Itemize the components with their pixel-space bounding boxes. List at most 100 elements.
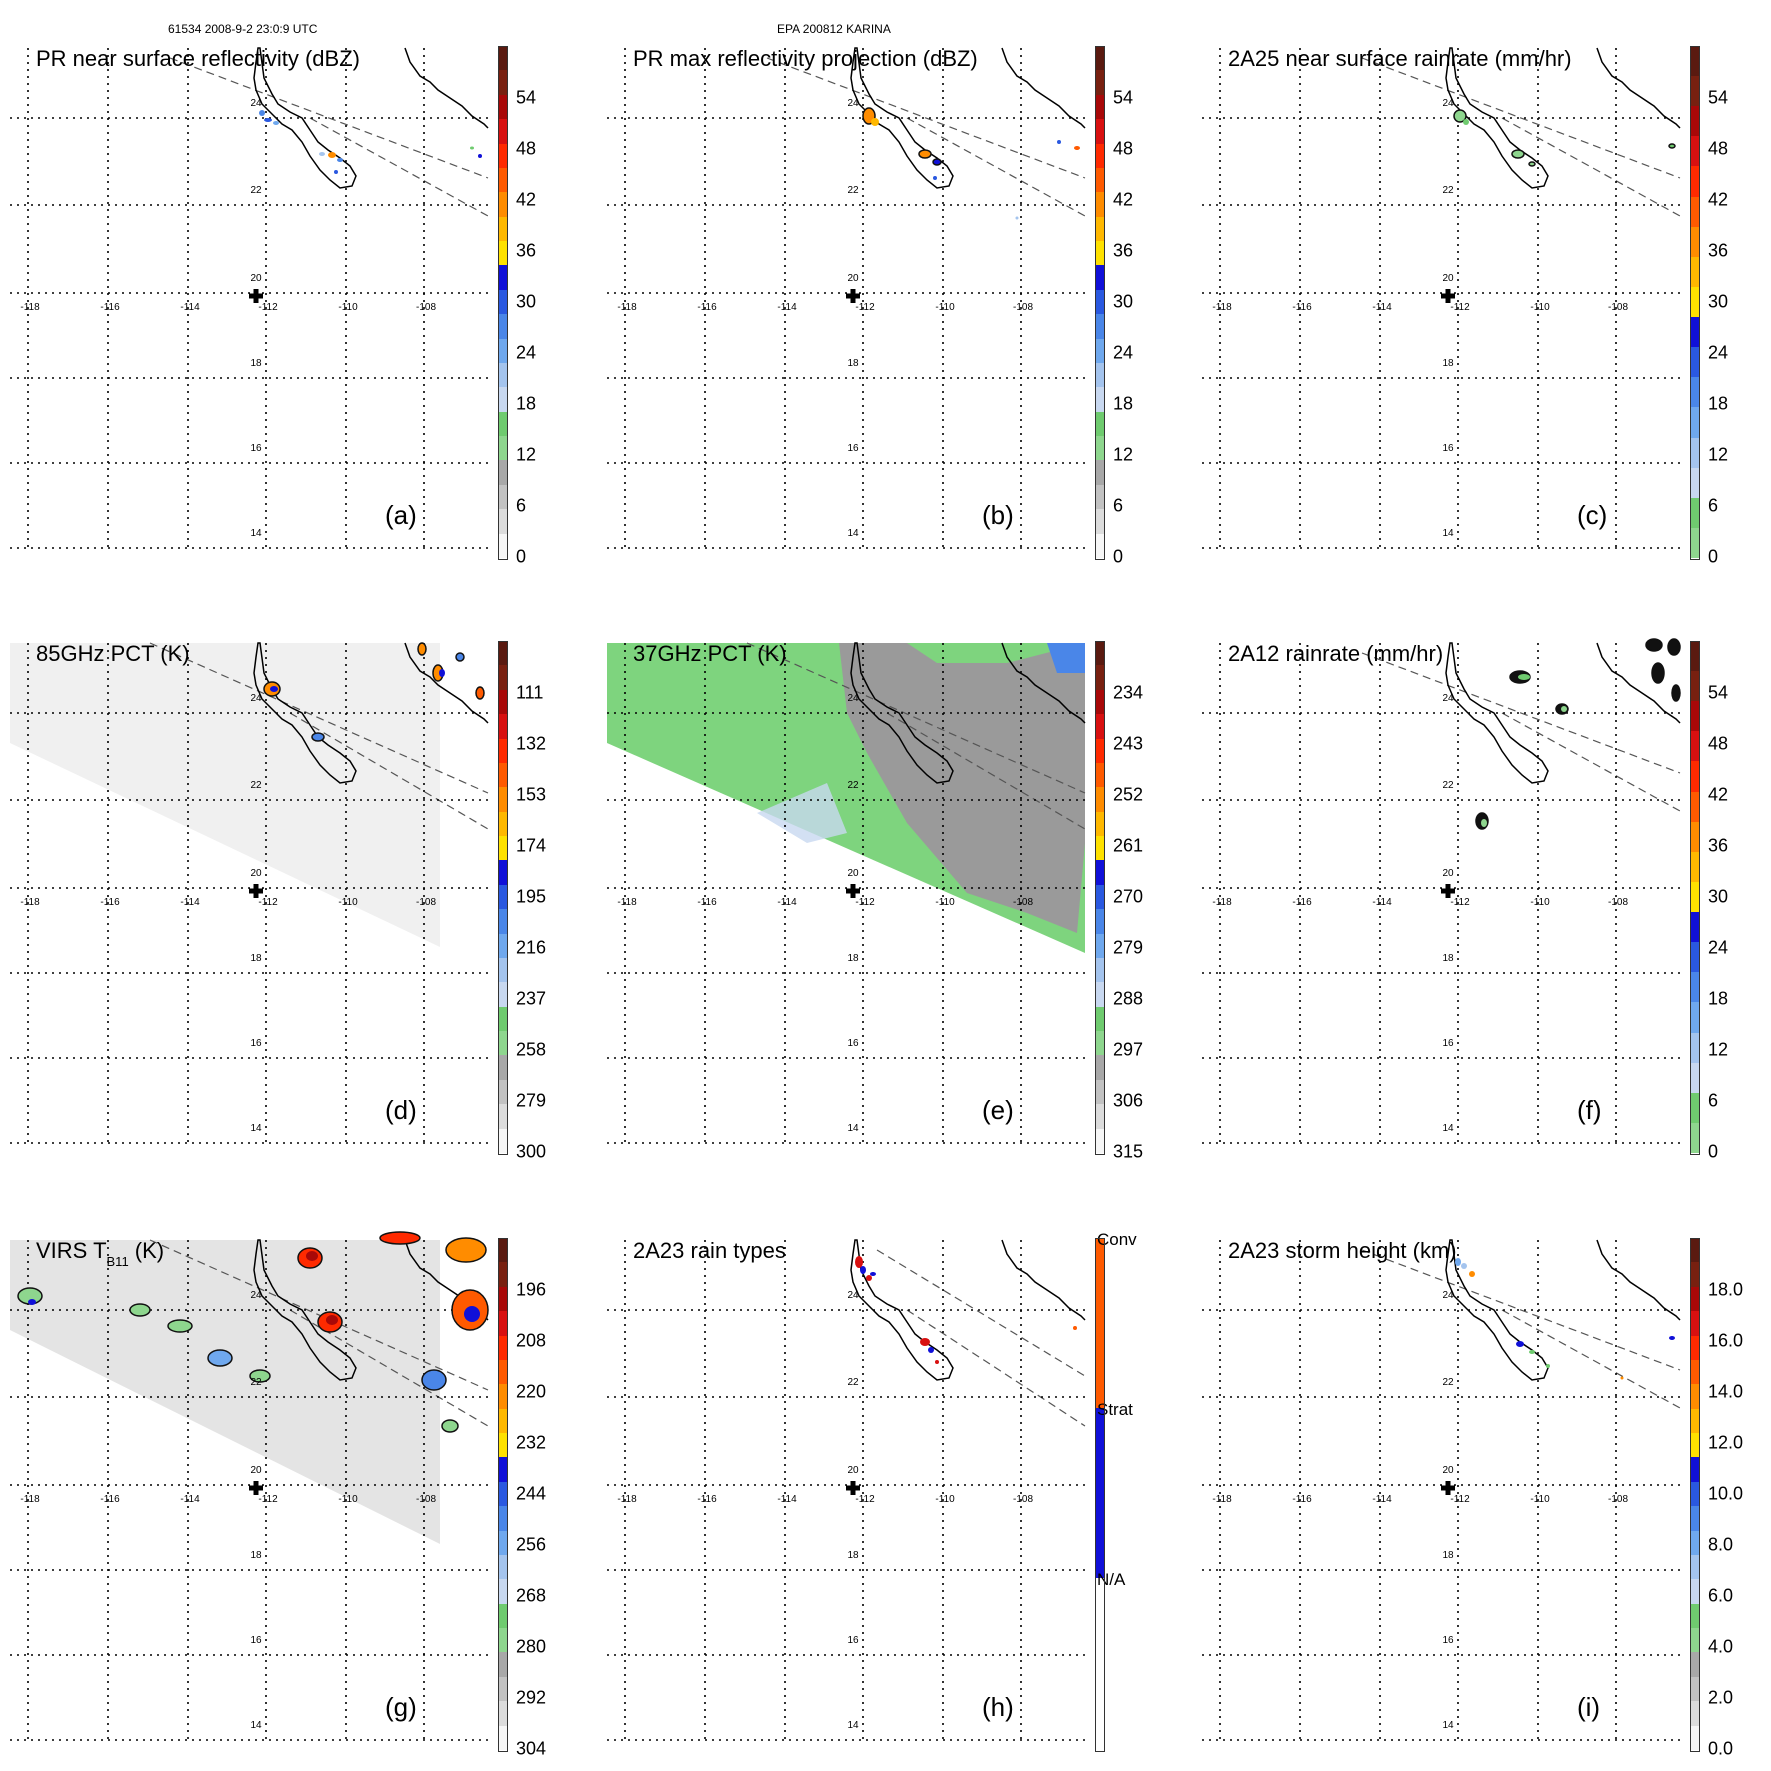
- lat-tick-label: 24: [250, 693, 262, 704]
- lat-tick-label: 24: [847, 98, 859, 109]
- mainland-coastline: [1001, 642, 1086, 724]
- colorbar-segment: [498, 836, 507, 861]
- colorbar-frame: [1095, 1238, 1105, 1752]
- colorbar-segment: [498, 216, 507, 242]
- colorbar-label: 8.0: [1708, 1534, 1734, 1555]
- colorbar-label: 36: [1708, 240, 1729, 261]
- lat-tick-label: 20: [847, 868, 859, 879]
- colorbar-segment: [498, 1676, 507, 1702]
- colorbar-label: 6.0: [1708, 1585, 1734, 1606]
- precip-feature: [1518, 674, 1530, 680]
- colorbar-label: 16.0: [1708, 1330, 1744, 1351]
- colorbar-segment: [1095, 289, 1104, 315]
- colorbar-segment: [1095, 689, 1104, 715]
- colorbar-label: 300: [516, 1141, 547, 1162]
- lon-tick-label: -118: [20, 1494, 40, 1505]
- mainland-coastline: [404, 47, 489, 129]
- colorbar-label: 268: [516, 1585, 547, 1606]
- colorbar-label: 304: [516, 1738, 547, 1759]
- precip-feature: [337, 158, 343, 162]
- colorbar-label: 279: [516, 1090, 547, 1111]
- panel-h: -118 -116 -114 -112 -110 -108 24 22 20 18 16 14 2A23…: [607, 1230, 1137, 1752]
- colorbar-segment: [1095, 1079, 1104, 1105]
- lon-tick-label: -116: [697, 1494, 717, 1505]
- colorbar-segment: [1095, 811, 1104, 837]
- colorbar-segment: [498, 1408, 507, 1434]
- lat-tick-label: 18: [250, 953, 262, 964]
- colorbar-frame: [498, 1238, 508, 1752]
- lat-tick-label: 18: [1442, 358, 1454, 369]
- lon-tick-label: -108: [1013, 897, 1033, 908]
- colorbar-segment: [498, 265, 507, 291]
- colorbar-frame: [1095, 46, 1105, 560]
- colorbar: 54 48 42 36 30 24 18 12 6 0: [1095, 46, 1133, 567]
- colorbar-segment: [1690, 497, 1699, 529]
- colorbar-segment: [498, 762, 507, 788]
- precip-feature: [1453, 109, 1467, 123]
- colorbar-segment: [498, 909, 507, 935]
- colorbar-label: 36: [1708, 835, 1729, 856]
- colorbar-segment: [1095, 982, 1104, 1008]
- colorbar-label: Conv: [1097, 1230, 1137, 1249]
- colorbar-segment: [1690, 1628, 1699, 1653]
- colorbar-label: 54: [1708, 87, 1729, 108]
- colorbar-segment: [1690, 226, 1699, 258]
- colorbar-segment: [1095, 533, 1104, 559]
- colorbar-label: 208: [516, 1330, 547, 1351]
- map-canvas: -118 -116 -114 -112 -110 -108 24 22 20 18 16 14: [1202, 638, 1681, 1145]
- colorbar-label: 153: [516, 784, 547, 805]
- colorbar-segment: [1690, 791, 1699, 823]
- colorbar-frame: [1095, 641, 1105, 1155]
- baja-coastline: [253, 642, 357, 784]
- lon-tick-label: -114: [1372, 1494, 1392, 1505]
- precip-feature: [932, 158, 942, 166]
- colorbar-label: 6: [516, 495, 527, 516]
- colorbar-segment: [1095, 1104, 1104, 1130]
- lat-tick-label: 20: [250, 273, 262, 284]
- colorbar-segment: [498, 192, 507, 218]
- colorbar-segment: [1095, 70, 1104, 96]
- colorbar-segment: [498, 119, 507, 145]
- lon-tick-label: -114: [180, 1494, 200, 1505]
- colorbar-segment: [498, 1006, 507, 1032]
- colorbar-segment: [498, 1384, 507, 1410]
- colorbar-segment: [1095, 216, 1104, 242]
- colorbar: 196 208 220 232 244 256 268 280 292 304: [498, 1238, 546, 1759]
- colorbar: 111 132 153 174 195 216 237 258 279 300: [498, 641, 546, 1162]
- colorbar-segment: [1095, 641, 1104, 666]
- lon-tick-label: -108: [1608, 1494, 1628, 1505]
- lat-tick-label: 14: [847, 1720, 859, 1731]
- panel-i: -118 -116 -114 -112 -110 -108 24 22 20 18 16 14 2A23…: [1202, 1230, 1743, 1759]
- colorbar-label: 12: [1708, 1039, 1729, 1060]
- colorbar-segment: [498, 70, 507, 96]
- colorbar-segment: [498, 933, 507, 959]
- colorbar-segment: [1690, 731, 1699, 762]
- colorbar-label: 280: [516, 1636, 547, 1657]
- colorbar-segment: [1095, 436, 1104, 461]
- colorbar-label: 48: [1708, 733, 1729, 754]
- colorbar-segment: [1690, 1676, 1699, 1702]
- colorbar-segment: [1690, 1603, 1699, 1629]
- colorbar-segment: [1095, 836, 1104, 861]
- colorbar-segment: [1095, 338, 1104, 364]
- lon-tick-label: -110: [935, 302, 955, 313]
- lon-tick-label: -118: [617, 897, 637, 908]
- panel-letter: (a): [385, 500, 417, 530]
- colorbar-label: 220: [516, 1381, 547, 1402]
- colorbar-segment: [1095, 1006, 1104, 1032]
- colorbar-segment: [1690, 1701, 1699, 1727]
- colorbar-label: 258: [516, 1039, 547, 1060]
- lon-tick-label: -112: [1450, 302, 1470, 313]
- colorbar-segment: [1095, 314, 1104, 340]
- colorbar-segment: [498, 1481, 507, 1507]
- lon-tick-label: -110: [935, 897, 955, 908]
- colorbar-label: 261: [1113, 835, 1144, 856]
- colorbar-segment: [498, 1079, 507, 1105]
- colorbar-segment: [1095, 46, 1104, 71]
- lat-tick-label: 16: [1442, 443, 1454, 454]
- precip-feature: [1671, 684, 1681, 702]
- swath-edge-line: [149, 1239, 489, 1391]
- colorbar-frame: [498, 641, 508, 1155]
- colorbar-segment: [498, 411, 507, 437]
- precip-feature: [28, 1299, 36, 1305]
